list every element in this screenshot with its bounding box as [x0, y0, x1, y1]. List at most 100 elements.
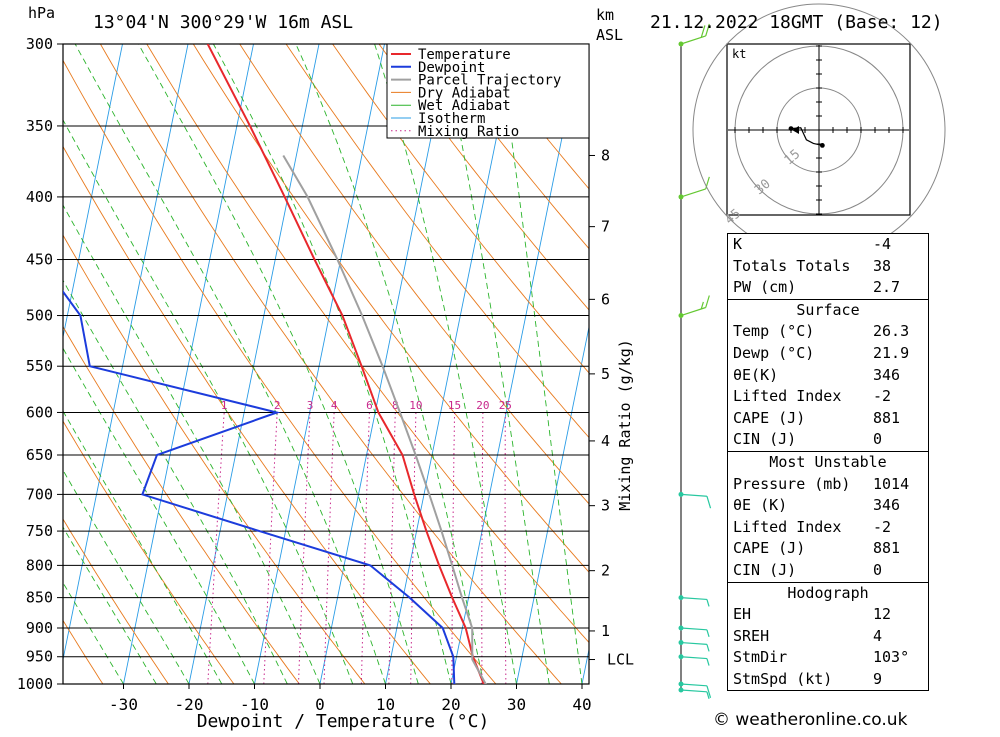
pressure-unit: hPa — [28, 4, 55, 22]
param-value: 103° — [873, 647, 909, 669]
dry-adiabat-line — [147, 44, 627, 684]
dry-adiabat-line — [54, 44, 496, 684]
mixing-ratio-label: 4 — [331, 399, 338, 412]
wind-barb — [679, 296, 710, 319]
param-value: 0 — [873, 429, 882, 451]
header-datetime: 21.12.2022 18GMT (Base: 12) — [650, 12, 943, 33]
mixing-ratio-line — [389, 413, 395, 685]
pressure-tick-label: 750 — [26, 522, 53, 540]
header-location: 13°04'N 300°29'W 16m ASL — [93, 12, 353, 33]
isotherm-line — [0, 44, 123, 684]
param-label: K — [733, 234, 742, 256]
pressure-tick-label: 650 — [26, 446, 53, 464]
param-label: Dewp (°C) — [733, 343, 814, 365]
param-label: CIN (J) — [733, 560, 796, 582]
param-row: θE (K) 346 — [728, 495, 928, 517]
param-label: θE (K) — [733, 495, 787, 517]
param-label: EH — [733, 604, 751, 626]
wet-adiabat-line — [498, 44, 582, 684]
param-value: 346 — [873, 495, 900, 517]
param-row: K -4 — [728, 234, 928, 256]
param-value: -4 — [873, 234, 891, 256]
param-row: Lifted Index-2 — [728, 386, 928, 408]
wind-barb — [679, 492, 711, 508]
km-tick-label: 8 — [601, 146, 610, 164]
mixing-ratio-label: 2 — [274, 399, 281, 412]
param-label: StmSpd (kt) — [733, 669, 832, 691]
param-label: Lifted Index — [733, 386, 841, 408]
param-label: SREH — [733, 626, 769, 648]
km-tick-label: 5 — [601, 365, 610, 383]
km-unit: km — [596, 6, 614, 24]
pressure-tick-label: 600 — [26, 403, 53, 421]
wind-barb — [679, 595, 710, 606]
temperature-tick-label: 30 — [507, 695, 526, 714]
param-value: -2 — [873, 517, 891, 539]
series-parcel-trajectory — [283, 156, 491, 692]
mixing-ratio-line — [452, 413, 455, 685]
param-label: PW (cm) — [733, 277, 796, 299]
param-row: PW (cm) 2.7 — [728, 277, 928, 299]
wind-barb — [679, 625, 710, 636]
param-row: CIN (J)0 — [728, 560, 928, 582]
km-tick-label: 3 — [601, 497, 610, 515]
mixing-ratio-line — [482, 413, 483, 685]
isotherm-line — [58, 44, 188, 684]
wind-barb — [679, 688, 710, 699]
param-label: StmDir — [733, 647, 787, 669]
km-tick-label: 4 — [601, 432, 610, 450]
param-label: CAPE (J) — [733, 538, 805, 560]
km-tick-label: 6 — [601, 290, 610, 308]
asl-label: ASL — [596, 26, 623, 44]
param-value: 881 — [873, 408, 900, 430]
param-row: StmSpd (kt)9 — [728, 669, 928, 691]
param-row: StmDir 103° — [728, 647, 928, 669]
param-value: 1014 — [873, 474, 909, 496]
wet-adiabat-line — [139, 44, 419, 684]
pressure-tick-label: 300 — [26, 35, 53, 53]
param-row: CIN (J)0 — [728, 429, 928, 451]
param-value: 21.9 — [873, 343, 909, 365]
site-credit[interactable]: © weatheronline.co.uk — [713, 710, 907, 730]
pressure-tick-label: 1000 — [17, 675, 53, 693]
pressure-tick-label: 350 — [26, 117, 53, 135]
mixing-ratio-label: 20 — [476, 399, 489, 412]
mixing-ratio-line — [264, 413, 277, 685]
isotherm-line — [320, 44, 450, 684]
plot-frame — [63, 44, 589, 684]
wind-barb — [679, 177, 710, 200]
param-row: Lifted Index-2 — [728, 517, 928, 539]
mixing-ratio-line — [299, 413, 311, 685]
most-unstable-title: Most Unstable — [728, 452, 928, 474]
dry-adiabat-line — [8, 44, 431, 684]
pressure-tick-label: 900 — [26, 619, 53, 637]
hodograph-params-title: Hodograph — [728, 583, 928, 605]
pressure-tick-label: 950 — [26, 648, 53, 666]
param-value: 2.7 — [873, 277, 900, 299]
wet-adiabat-line — [375, 44, 517, 684]
mixing-ratio-line — [361, 413, 369, 685]
param-value: 12 — [873, 604, 891, 626]
pressure-tick-label: 700 — [26, 485, 53, 503]
surface-title: Surface — [728, 300, 928, 322]
pressure-tick-label: 800 — [26, 556, 53, 574]
isotherm-line — [255, 44, 385, 684]
mixing-ratio-label: 15 — [448, 399, 461, 412]
series-temperature — [208, 44, 491, 691]
mixing-ratio-label: 3 — [307, 399, 314, 412]
dry-adiabat-line — [240, 44, 758, 684]
pressure-tick-label: 500 — [26, 307, 53, 325]
param-label: CAPE (J) — [733, 408, 805, 430]
wind-barb — [679, 654, 710, 665]
hodograph-unit: kt — [732, 47, 746, 61]
x-axis-title: Dewpoint / Temperature (°C) — [197, 711, 490, 732]
legend-entry: Mixing Ratio — [418, 124, 519, 140]
param-label: Temp (°C) — [733, 321, 814, 343]
km-tick-label: 7 — [601, 218, 610, 236]
mixing-ratio-line — [505, 413, 506, 685]
hodograph-point — [820, 143, 825, 148]
temperature-tick-label: 40 — [572, 695, 591, 714]
